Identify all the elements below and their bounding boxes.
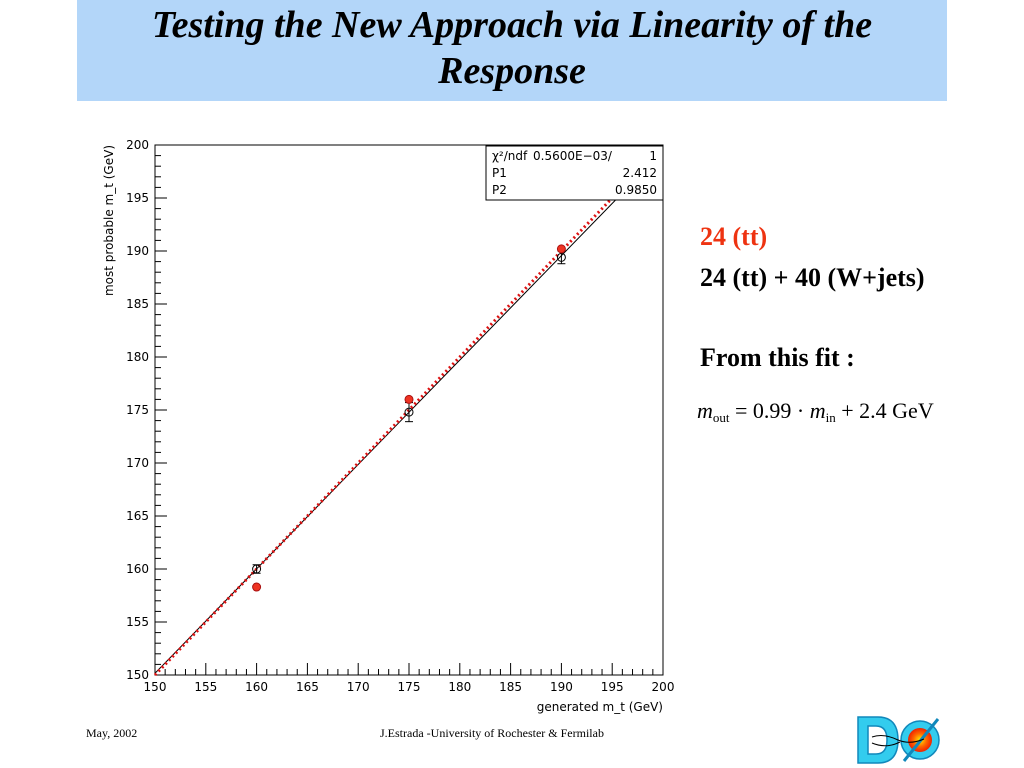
x-tick-label: 175 — [398, 680, 421, 694]
data-points — [252, 244, 566, 592]
footer-date: May, 2002 — [86, 726, 138, 740]
x-tick-label: 170 — [347, 680, 370, 694]
y-tick-label: 195 — [126, 191, 149, 205]
x-tick-label: 160 — [245, 680, 268, 694]
dzero-logo — [857, 716, 940, 764]
y-tick-label: 200 — [126, 138, 149, 152]
legend-signal-plus-background: 24 (tt) + 40 (W+jets) — [700, 263, 925, 292]
stats-box-frame — [485, 145, 664, 201]
x-tick-label: 155 — [194, 680, 217, 694]
formula-m-out: m — [697, 398, 713, 423]
data-point-filled — [556, 244, 566, 254]
data-point-open — [404, 407, 414, 417]
stats-row-value: 1 — [649, 149, 657, 163]
x-tick-label: 180 — [448, 680, 471, 694]
y-tick-label: 165 — [126, 509, 149, 523]
x-tick-label: 150 — [144, 680, 167, 694]
x-tick-label: 185 — [499, 680, 522, 694]
x-tick-label: 195 — [601, 680, 624, 694]
stats-row-name: P2 — [492, 183, 507, 197]
data-point-open — [252, 564, 262, 574]
formula-m-in: m — [809, 398, 826, 423]
slide-title: Testing the New Approach via Linearity o… — [151, 4, 873, 92]
y-tick-label: 180 — [126, 350, 149, 364]
y-tick-label: 155 — [126, 615, 149, 629]
title-band: Testing the New Approach via Linearity o… — [77, 0, 947, 101]
axis-ticks: 150 155 160 165 170 175 180 185 190 195 200 150 155 1… — [126, 138, 674, 694]
y-tick-label: 185 — [126, 297, 149, 311]
stats-row-value: 2.412 — [623, 166, 657, 180]
x-tick-label: 200 — [652, 680, 675, 694]
stats-row-mid: 0.5600E−03/ — [533, 149, 613, 163]
x-axis-label: generated m_t (GeV) — [537, 700, 663, 714]
footer-author: J.Estrada -University of Rochester & Fer… — [380, 726, 604, 740]
y-tick-label: 190 — [126, 244, 149, 258]
y-tick-label: 175 — [126, 403, 149, 417]
y-axis-label: most probable m_t (GeV) — [102, 145, 116, 296]
formula-middle: = 0.99 · — [735, 398, 810, 423]
formula-sub-out: out — [712, 410, 730, 425]
y-tick-label: 150 — [126, 668, 149, 682]
stats-row-name: χ²/ndf — [492, 149, 528, 163]
formula-sub-in: in — [825, 410, 836, 425]
y-tick-label: 170 — [126, 456, 149, 470]
fit-formula: mout = 0.99 · min + 2.4 GeV — [697, 398, 934, 431]
reference-line — [153, 143, 665, 677]
formula-rest: + 2.4 GeV — [835, 398, 934, 423]
x-tick-label: 190 — [550, 680, 573, 694]
data-point-filled — [252, 582, 262, 592]
stats-row-name: P1 — [492, 166, 507, 180]
y-tick-label: 160 — [126, 562, 149, 576]
x-tick-label: 165 — [296, 680, 319, 694]
fit-heading: From this fit : — [700, 343, 855, 372]
stats-box: χ²/ndf 0.5600E−03/1 P1 2.412 P2 0.9850 — [485, 145, 664, 201]
legend-signal-only: 24 (tt) — [700, 222, 768, 251]
stats-row-value: 0.9850 — [615, 183, 657, 197]
data-point-filled — [404, 394, 414, 404]
